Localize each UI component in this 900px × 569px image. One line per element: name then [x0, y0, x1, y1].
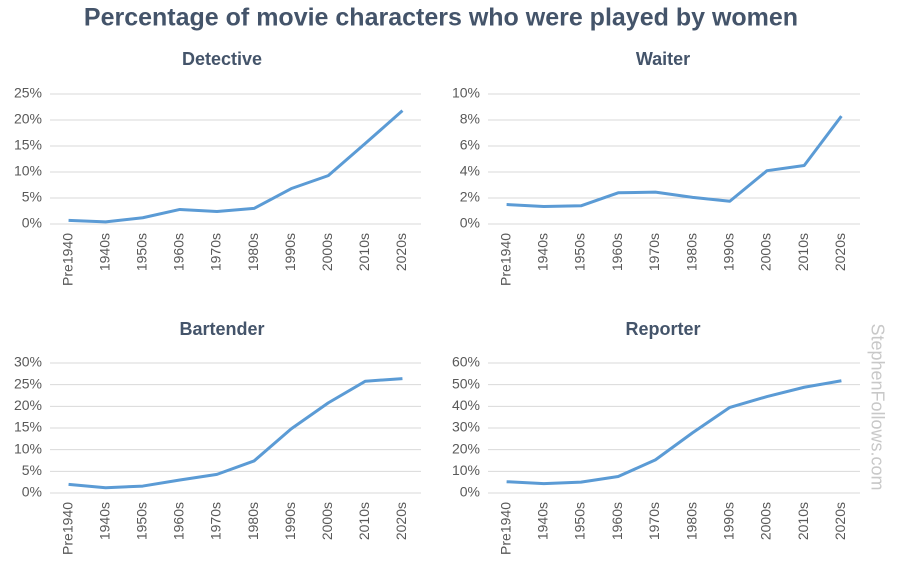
x-tick-label: 1990s [721, 233, 737, 271]
x-tick-label: 1950s [572, 502, 588, 540]
x-tick-label: 1950s [133, 233, 149, 271]
x-tick-label: 1990s [721, 502, 737, 540]
data-line [68, 109, 404, 224]
x-tick-label: 1970s [208, 233, 224, 271]
data-line [506, 115, 843, 208]
x-tick-label: 1980s [683, 233, 699, 271]
x-tick-label: 1980s [245, 233, 261, 271]
x-tick-label: 1940s [535, 233, 551, 271]
watermark: StephenFollows.com [867, 323, 887, 490]
y-tick-label: 20% [14, 397, 42, 413]
y-tick-label: 30% [452, 419, 480, 435]
x-tick-label: 2000s [758, 233, 774, 271]
x-tick-label: 1980s [245, 502, 261, 540]
x-tick-label: 2020s [832, 502, 848, 540]
x-tick-label: 1960s [609, 233, 625, 271]
x-tick-label: 1940s [535, 502, 551, 540]
x-tick-label: 2020s [393, 233, 409, 271]
y-tick-label: 0% [22, 215, 42, 231]
y-tick-label: 40% [452, 397, 480, 413]
y-tick-label: 30% [14, 354, 42, 370]
y-tick-label: 4% [460, 163, 480, 179]
x-tick-label: 2010s [795, 233, 811, 271]
x-tick-label: 1980s [683, 502, 699, 540]
x-tick-label: Pre1940 [59, 502, 75, 555]
subplot-title: Waiter [636, 49, 690, 69]
subplot-title: Reporter [625, 319, 700, 339]
data-line [68, 377, 403, 490]
y-tick-label: 5% [22, 189, 42, 205]
y-tick-label: 0% [460, 215, 480, 231]
x-tick-label: 1990s [282, 502, 298, 540]
y-tick-label: 6% [460, 137, 480, 153]
subplot-title: Detective [182, 49, 262, 69]
x-tick-label: 2020s [832, 233, 848, 271]
x-tick-label: 2010s [795, 502, 811, 540]
x-tick-label: Pre1940 [59, 233, 75, 286]
x-tick-label: 2000s [758, 502, 774, 540]
x-tick-label: 2000s [319, 502, 335, 540]
x-tick-label: 1960s [609, 502, 625, 540]
y-tick-label: 0% [460, 484, 480, 500]
y-tick-label: 10% [452, 85, 480, 101]
data-line [506, 379, 842, 486]
y-tick-label: 15% [14, 137, 42, 153]
y-tick-label: 8% [460, 111, 480, 127]
y-tick-label: 0% [22, 484, 42, 500]
x-tick-label: 2000s [319, 233, 335, 271]
y-tick-label: 25% [14, 375, 42, 391]
y-tick-label: 15% [14, 419, 42, 435]
x-tick-label: 1970s [646, 502, 662, 540]
subplot-title: Bartender [179, 319, 264, 339]
y-tick-label: 60% [452, 354, 480, 370]
x-tick-label: 2010s [356, 502, 372, 540]
y-tick-label: 10% [14, 163, 42, 179]
x-tick-label: 1940s [96, 502, 112, 540]
y-tick-label: 25% [14, 85, 42, 101]
x-tick-label: 1950s [572, 233, 588, 271]
y-tick-label: 5% [22, 462, 42, 478]
y-tick-label: 50% [452, 375, 480, 391]
y-tick-label: 2% [460, 189, 480, 205]
x-tick-label: 1970s [646, 233, 662, 271]
x-tick-label: 1960s [171, 233, 187, 271]
y-tick-label: 10% [14, 440, 42, 456]
x-tick-label: 1970s [208, 502, 224, 540]
x-tick-label: 1950s [133, 502, 149, 540]
x-tick-label: Pre1940 [497, 502, 513, 555]
x-tick-label: 1960s [171, 502, 187, 540]
x-tick-label: Pre1940 [497, 233, 513, 286]
x-tick-label: 2020s [393, 502, 409, 540]
page-title: Percentage of movie characters who were … [84, 4, 798, 32]
x-tick-label: 1940s [96, 233, 112, 271]
y-tick-label: 20% [14, 111, 42, 127]
x-tick-label: 2010s [356, 233, 372, 271]
x-tick-label: 1990s [282, 233, 298, 271]
y-tick-label: 20% [452, 440, 480, 456]
y-tick-label: 10% [452, 462, 480, 478]
